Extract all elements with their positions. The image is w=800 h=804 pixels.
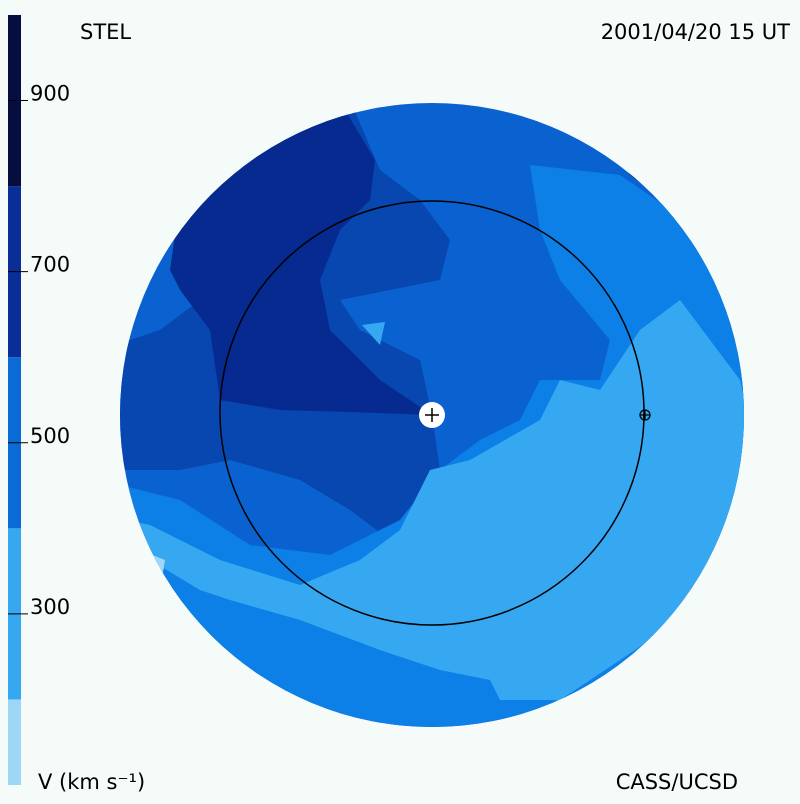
credit: CASS/UCSD [616,770,738,794]
earth-orbit [219,200,645,626]
map-region [620,160,744,330]
colorbar-tick-label: 700 [30,253,70,277]
earth-cross [640,410,650,420]
map-region [170,110,432,415]
colorbar-band [8,699,21,785]
map-region [362,322,385,345]
sun-cross [425,408,439,422]
date: 2001/04/20 15 UT [601,20,790,44]
colorbar-tick-label: 500 [30,424,70,448]
colorbar-tick-label: 900 [30,82,70,106]
colorbar-label: V (km s⁻¹) [38,770,145,794]
map-region [120,300,744,700]
colorbar-tick-label: 300 [30,595,70,619]
title: STEL [80,20,131,44]
